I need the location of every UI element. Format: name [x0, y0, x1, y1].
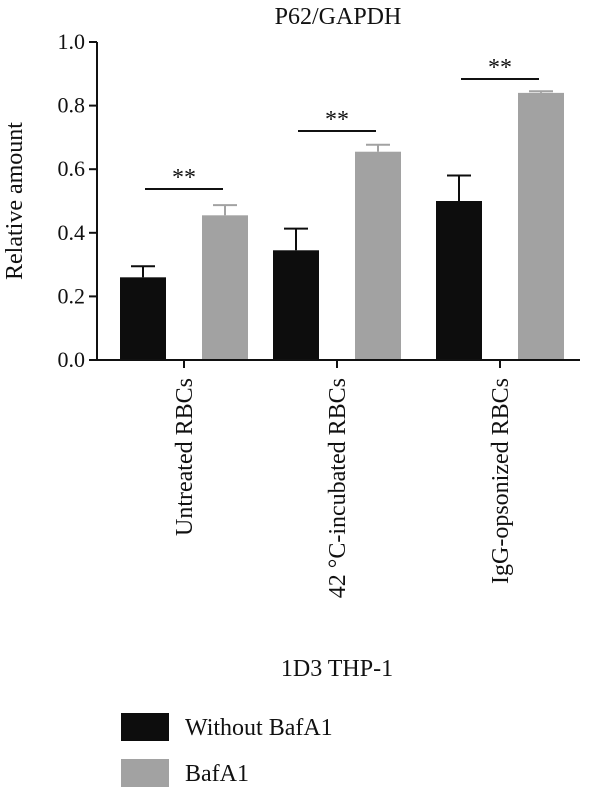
- y-tick-label: 0.0: [58, 347, 86, 372]
- y-axis: 0.0 0.2 0.4 0.6 0.8 1.0: [58, 29, 98, 372]
- significance-label: **: [488, 55, 512, 81]
- bar: [436, 201, 482, 360]
- x-tick-label: IgG-opsonized RBCs: [488, 378, 514, 584]
- error-bars: [131, 90, 553, 278]
- y-tick-label: 0.2: [58, 283, 86, 308]
- y-axis-label: Relative amount: [2, 122, 28, 280]
- significance-label: **: [325, 107, 349, 133]
- legend-label: Without BafA1: [185, 715, 333, 741]
- bar: [518, 92, 564, 360]
- legend-swatch: [121, 713, 169, 741]
- y-tick-label: 0.4: [58, 220, 86, 245]
- legend-label: BafA1: [185, 761, 249, 787]
- x-tick-label: 42 °C-incubated RBCs: [325, 378, 351, 598]
- bar: [120, 277, 166, 360]
- y-tick-label: 0.6: [58, 156, 86, 181]
- y-tick-label: 1.0: [58, 29, 86, 54]
- legend: Without BafA1 BafA1: [121, 713, 333, 787]
- x-axis-title: 1D3 THP-1: [281, 656, 393, 682]
- x-axis: Untreated RBCs 42 °C-incubated RBCs IgG-op…: [97, 359, 580, 598]
- x-tick-label: Untreated RBCs: [172, 378, 198, 536]
- bar: [355, 151, 401, 360]
- bar: [273, 250, 319, 360]
- significance-label: **: [172, 165, 196, 191]
- legend-swatch: [121, 759, 169, 787]
- significance-markers: ** ** **: [145, 55, 539, 191]
- chart-title: P62/GAPDH: [275, 4, 402, 30]
- bar: [202, 215, 248, 360]
- y-tick-label: 0.8: [58, 93, 86, 118]
- bars: [120, 92, 564, 360]
